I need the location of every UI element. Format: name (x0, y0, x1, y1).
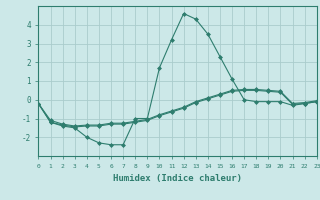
X-axis label: Humidex (Indice chaleur): Humidex (Indice chaleur) (113, 174, 242, 183)
